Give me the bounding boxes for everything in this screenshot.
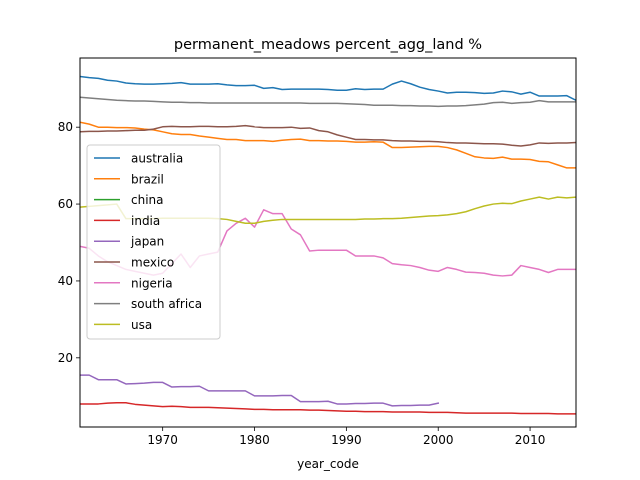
- y-tick-label: 40: [58, 274, 73, 288]
- legend: australia brazil china india japan mexico nige…: [86, 144, 221, 340]
- x-tick-label: 2000: [423, 433, 454, 447]
- x-tick-label: 2010: [515, 433, 546, 447]
- chart-title: permanent_meadows percent_agg_land %: [174, 37, 482, 53]
- legend-label-mexico: mexico: [131, 256, 174, 270]
- legend-frame: [86, 144, 221, 340]
- y-tick-label: 60: [58, 197, 73, 211]
- series-line-mexico: [80, 124, 576, 147]
- legend-label-china: china: [131, 193, 164, 207]
- legend-label-japan: japan: [130, 235, 164, 249]
- series-line-australia: [80, 75, 576, 102]
- legend-label-australia: australia: [131, 152, 183, 166]
- y-tick-label: 20: [58, 351, 73, 365]
- x-tick-label: 1970: [147, 433, 178, 447]
- x-axis: 1970 1980 1990 2000 2010: [147, 427, 545, 447]
- series-line-india: [80, 402, 576, 415]
- x-axis-label: year_code: [297, 457, 359, 471]
- series-line-south-africa: [80, 96, 576, 108]
- legend-label-brazil: brazil: [131, 172, 164, 186]
- plot-frame: [79, 57, 577, 428]
- series-line-japan: [80, 374, 440, 407]
- legend-label-south-africa: south africa: [131, 297, 202, 311]
- legend-label-nigeria: nigeria: [131, 276, 173, 290]
- y-tick-label: 80: [58, 120, 73, 134]
- legend-label-india: india: [131, 214, 160, 228]
- x-tick-label: 1980: [239, 433, 270, 447]
- legend-label-usa: usa: [131, 318, 152, 332]
- y-axis: 20 40 60 80: [58, 120, 80, 365]
- x-tick-label: 1990: [331, 433, 362, 447]
- series-line-brazil: [80, 121, 576, 169]
